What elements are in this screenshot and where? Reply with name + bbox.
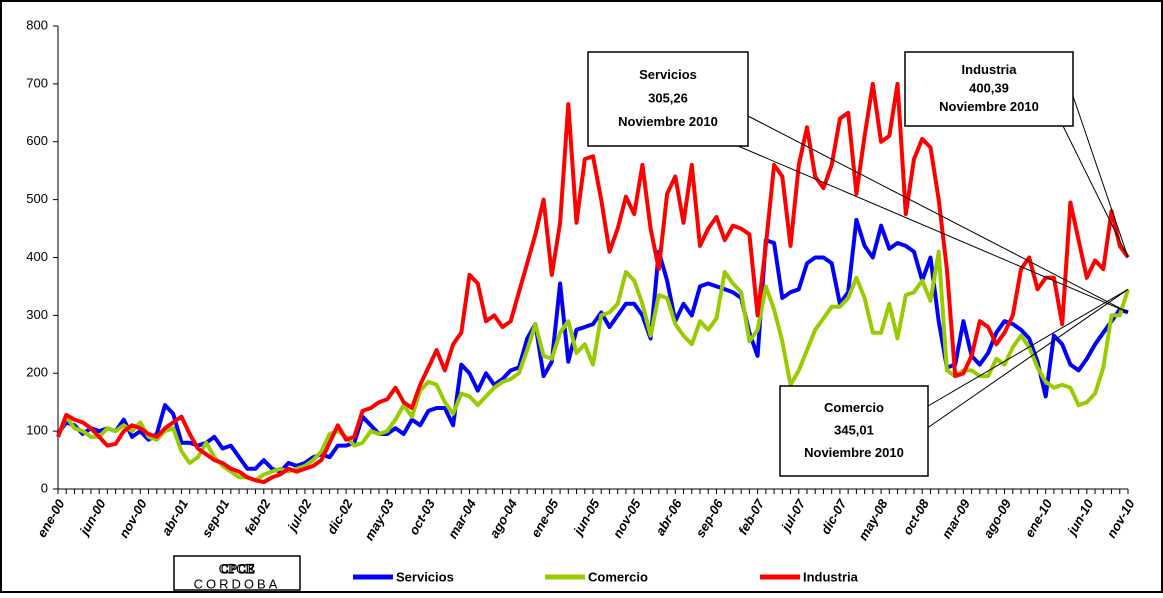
y-tick-label: 300 [26, 307, 48, 322]
callout-leader [1062, 125, 1129, 258]
callout-text: 345,01 [834, 422, 874, 437]
y-tick-label: 200 [26, 365, 48, 380]
legend-label: Comercio [588, 569, 648, 584]
callout-text: Comercio [824, 400, 884, 415]
callout-text: Industria [962, 62, 1018, 77]
callout-leader [927, 288, 1129, 407]
callout-leader [922, 288, 1129, 432]
callout-text: Noviembre 2010 [804, 445, 904, 460]
callout-leader [1072, 95, 1129, 258]
y-tick-label: 400 [26, 249, 48, 264]
y-tick-label: 800 [26, 17, 48, 32]
series-line [56, 81, 1130, 485]
callout-text: Servicios [639, 67, 697, 82]
logo-text: CPCE [219, 561, 254, 576]
callout-box [904, 51, 1074, 127]
series-line [56, 217, 1129, 474]
y-tick-label: 100 [26, 423, 48, 438]
callout-leader [747, 115, 1129, 313]
callout-text: Noviembre 2010 [618, 114, 718, 129]
callout-box [779, 385, 929, 477]
logo-subtext: CORDOBA [194, 576, 281, 591]
y-tick-label: 600 [26, 133, 48, 148]
legend-label: Servicios [396, 569, 454, 584]
logo-box [173, 555, 301, 591]
legend-label: Industria [803, 569, 859, 584]
callout-text: 305,26 [648, 90, 688, 105]
series-line [56, 249, 1130, 483]
callout-box [587, 51, 749, 147]
y-tick-label: 700 [26, 75, 48, 90]
callout-text: Noviembre 2010 [939, 99, 1039, 114]
y-tick-label: 0 [41, 480, 48, 495]
y-tick-label: 500 [26, 191, 48, 206]
callout-text: 400,39 [969, 80, 1009, 95]
callout-leader [737, 145, 1129, 313]
